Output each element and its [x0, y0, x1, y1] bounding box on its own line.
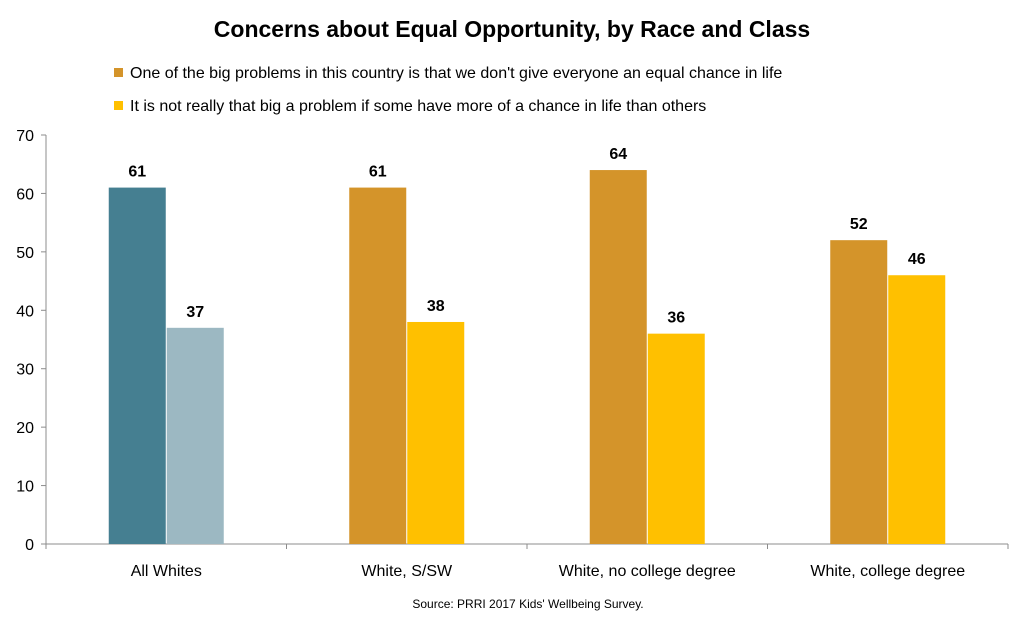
data-label: 61: [128, 164, 146, 181]
bar: [407, 321, 465, 544]
x-tick-label: White, S/SW: [361, 563, 453, 580]
data-label: 37: [186, 304, 204, 321]
legend-label-series-2: It is not really that big a problem if s…: [130, 98, 706, 115]
bar: [349, 187, 407, 545]
source-note: Source: PRRI 2017 Kids' Wellbeing Survey…: [412, 597, 643, 611]
bar: [888, 275, 946, 544]
x-tick-label: White, college degree: [810, 563, 965, 580]
data-label: 36: [667, 310, 685, 327]
legend-swatch-series-1: [114, 68, 123, 77]
data-label: 64: [609, 146, 627, 163]
x-tick-label: White, no college degree: [559, 563, 736, 580]
bar: [108, 187, 166, 545]
data-label: 52: [850, 216, 868, 233]
legend-swatch-series-2: [114, 101, 123, 110]
y-tick-label: 0: [25, 537, 34, 554]
bar: [647, 333, 705, 544]
data-label: 46: [908, 251, 926, 268]
data-label: 61: [369, 164, 387, 181]
bar: [830, 240, 888, 544]
x-tick-label: All Whites: [131, 563, 202, 580]
plot-area: 0 10 20 30 40 50 60 70 61 37 All Whites 61 38 White, …: [16, 128, 1009, 580]
y-tick-label: 40: [16, 303, 34, 320]
bar: [166, 327, 224, 544]
legend-label-series-1: One of the big problems in this country …: [130, 65, 782, 82]
y-tick-label: 20: [16, 420, 34, 437]
chart-title: Concerns about Equal Opportunity, by Rac…: [214, 16, 810, 42]
y-tick-label: 30: [16, 362, 34, 379]
y-tick-label: 10: [16, 479, 34, 496]
data-label: 38: [427, 298, 445, 315]
y-tick-label: 70: [16, 128, 34, 145]
y-tick-label: 60: [16, 186, 34, 203]
bar: [589, 170, 647, 545]
legend: One of the big problems in this country …: [114, 65, 782, 115]
y-tick-label: 50: [16, 245, 34, 262]
